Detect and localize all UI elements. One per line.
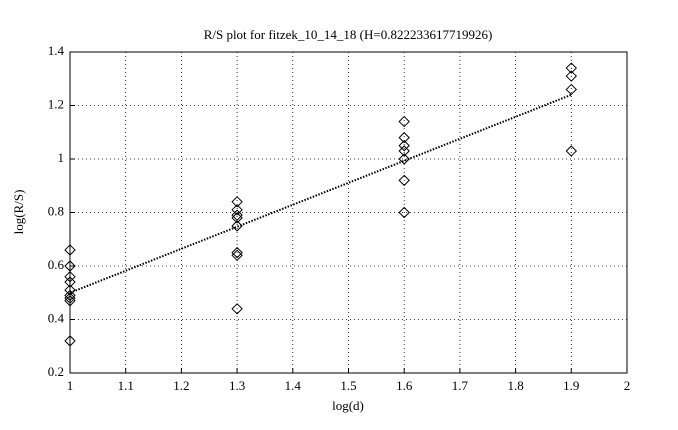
data-point [64,270,76,283]
data-point [398,131,410,144]
x-tick-label: 2 [624,378,631,393]
data-point [398,145,410,157]
data-point [231,220,243,232]
data-point [64,244,76,256]
y-tick-label: 1.2 [48,96,64,111]
data-point [231,303,243,315]
plot-frame [69,51,628,374]
y-tick-label: 0.2 [48,364,64,379]
x-tick-label: 1 [67,378,74,393]
y-tick-label: 0.6 [48,257,65,272]
y-axis-label: log(R/S) [11,190,26,235]
x-tick-label: 1.8 [507,378,523,393]
data-point [64,292,76,304]
data-point [565,70,578,82]
y-tick-label: 0.4 [48,310,65,325]
data-point [231,246,243,259]
data-point [64,289,76,302]
x-tick-label: 1.7 [452,378,469,393]
x-tick-label: 1.9 [563,378,579,393]
y-tick-label: 1.4 [48,43,65,58]
fit-line [69,93,572,294]
data-point [231,204,243,216]
data-point [231,249,243,262]
data-point [565,145,578,157]
x-tick-label: 1.3 [229,378,245,393]
data-point [398,174,410,187]
chart-title: R/S plot for fitzek_10_14_18 (H=0.822233… [204,27,493,42]
data-point [398,206,410,219]
y-tick-label: 1 [58,150,65,165]
data-point [398,153,410,165]
data-point [398,139,410,152]
x-tick-label: 1.1 [118,378,134,393]
x-tick-label: 1.2 [173,378,189,393]
x-tick-label: 1.4 [285,378,302,393]
data-point [231,196,243,208]
data-point [64,276,76,288]
data-point [565,62,578,74]
data-point [231,212,243,224]
data-point [565,83,578,96]
x-axis-label: log(d) [332,398,364,413]
data-point [64,335,76,347]
y-tick-label: 0.8 [48,203,64,218]
data-point [398,115,410,128]
x-tick-label: 1.6 [396,378,413,393]
data-point [64,295,76,307]
x-tick-label: 1.5 [340,378,356,393]
